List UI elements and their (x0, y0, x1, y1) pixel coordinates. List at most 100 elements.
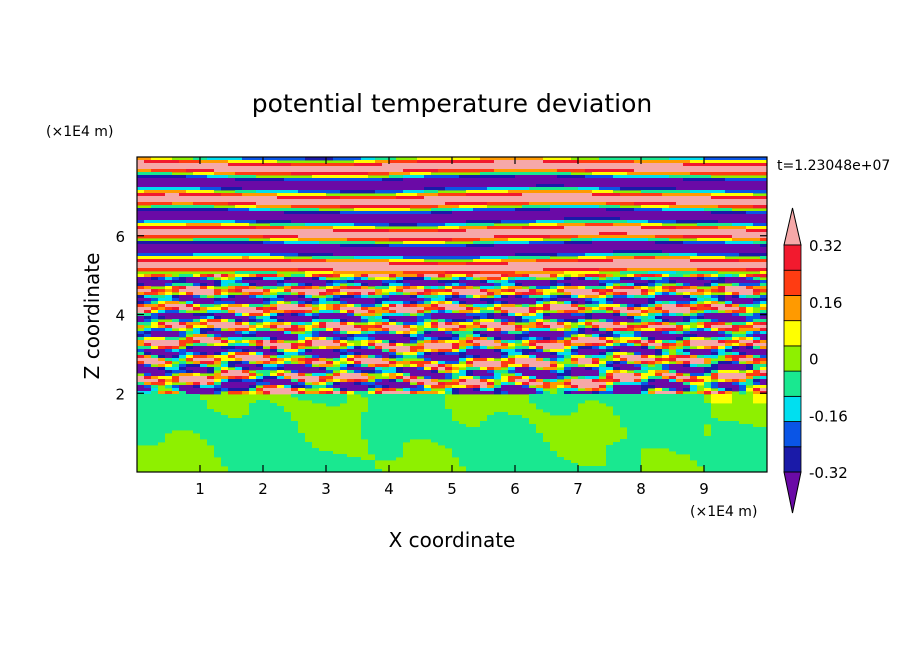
field-cell (459, 460, 571, 464)
field-cell (753, 379, 760, 383)
field-cell (291, 370, 298, 374)
field-cell (312, 175, 368, 179)
field-cell (599, 307, 606, 311)
field-cell (452, 277, 459, 281)
field-cell (459, 370, 466, 374)
field-cell (550, 205, 599, 209)
field-cell (298, 358, 305, 362)
field-cell (592, 346, 599, 350)
field-cell (361, 295, 368, 299)
field-cell (480, 343, 501, 347)
field-cell (718, 352, 725, 356)
field-cell (655, 373, 662, 377)
field-cell (697, 334, 725, 338)
field-cell (340, 307, 361, 311)
field-cell (466, 337, 473, 341)
field-cell (242, 319, 249, 323)
field-cell (669, 379, 676, 383)
field-cell (263, 316, 270, 320)
field-cell (753, 394, 767, 398)
field-cell (501, 355, 508, 359)
field-cell (277, 292, 291, 296)
field-cell (522, 295, 529, 299)
field-cell (557, 175, 585, 179)
field-cell (144, 295, 151, 299)
field-cell (550, 274, 557, 278)
field-cell (697, 364, 711, 368)
field-cell (200, 340, 221, 344)
field-cell (662, 301, 669, 305)
field-cell (137, 268, 298, 272)
field-cell (753, 223, 767, 227)
field-cell (200, 328, 214, 332)
field-cell (557, 376, 564, 380)
field-cell (466, 364, 473, 368)
field-cell (333, 385, 368, 389)
field-cell (732, 235, 767, 239)
field-cell (249, 373, 256, 377)
field-cell (704, 289, 711, 293)
field-cell (137, 403, 207, 407)
field-cell (291, 205, 340, 209)
field-cell (550, 325, 564, 329)
field-cell (361, 343, 368, 347)
field-cell (494, 169, 557, 173)
field-cell (662, 313, 669, 317)
field-cell (634, 307, 641, 311)
field-cell (536, 391, 543, 395)
field-cell (599, 268, 627, 272)
field-cell (242, 337, 263, 341)
field-cell (270, 349, 277, 353)
field-cell (263, 388, 291, 392)
field-cell (529, 310, 536, 314)
field-cell (459, 283, 466, 287)
field-cell (186, 292, 193, 296)
field-cell (431, 325, 438, 329)
field-cell (291, 385, 305, 389)
field-cell (137, 196, 277, 200)
field-cell (564, 379, 571, 383)
field-cell (144, 190, 186, 194)
field-cell (263, 361, 270, 365)
field-cell (648, 316, 655, 320)
field-cell (382, 313, 403, 317)
field-cell (655, 316, 662, 320)
field-cell (242, 157, 305, 161)
field-cell (340, 328, 361, 332)
field-cell (466, 367, 480, 371)
field-cell (515, 367, 529, 371)
field-cell (585, 376, 599, 380)
field-cell (522, 364, 529, 368)
field-cell (417, 223, 445, 227)
field-cell (718, 370, 739, 374)
field-cell (648, 337, 655, 341)
field-cell (347, 388, 368, 392)
field-cell (333, 253, 515, 257)
field-cell (494, 337, 501, 341)
field-cell (550, 370, 557, 374)
field-cell (165, 358, 172, 362)
field-cell (193, 355, 207, 359)
field-cell (550, 304, 571, 308)
field-cell (578, 358, 592, 362)
field-cell (382, 379, 389, 383)
field-cell (760, 328, 767, 332)
field-cell (613, 376, 641, 380)
field-cell (459, 355, 466, 359)
field-cell (179, 379, 214, 383)
field-cell (284, 226, 333, 230)
field-cell (319, 241, 375, 245)
field-cell (704, 274, 711, 278)
field-cell (578, 286, 585, 290)
field-cell (641, 286, 648, 290)
field-cell (564, 283, 571, 287)
field-cell (137, 352, 144, 356)
field-cell (172, 286, 179, 290)
field-cell (753, 376, 760, 380)
field-cell (459, 301, 466, 305)
field-cell (431, 292, 438, 296)
field-cell (431, 211, 452, 215)
field-cell (431, 337, 438, 341)
field-cell (207, 442, 312, 446)
field-cell (165, 382, 172, 386)
